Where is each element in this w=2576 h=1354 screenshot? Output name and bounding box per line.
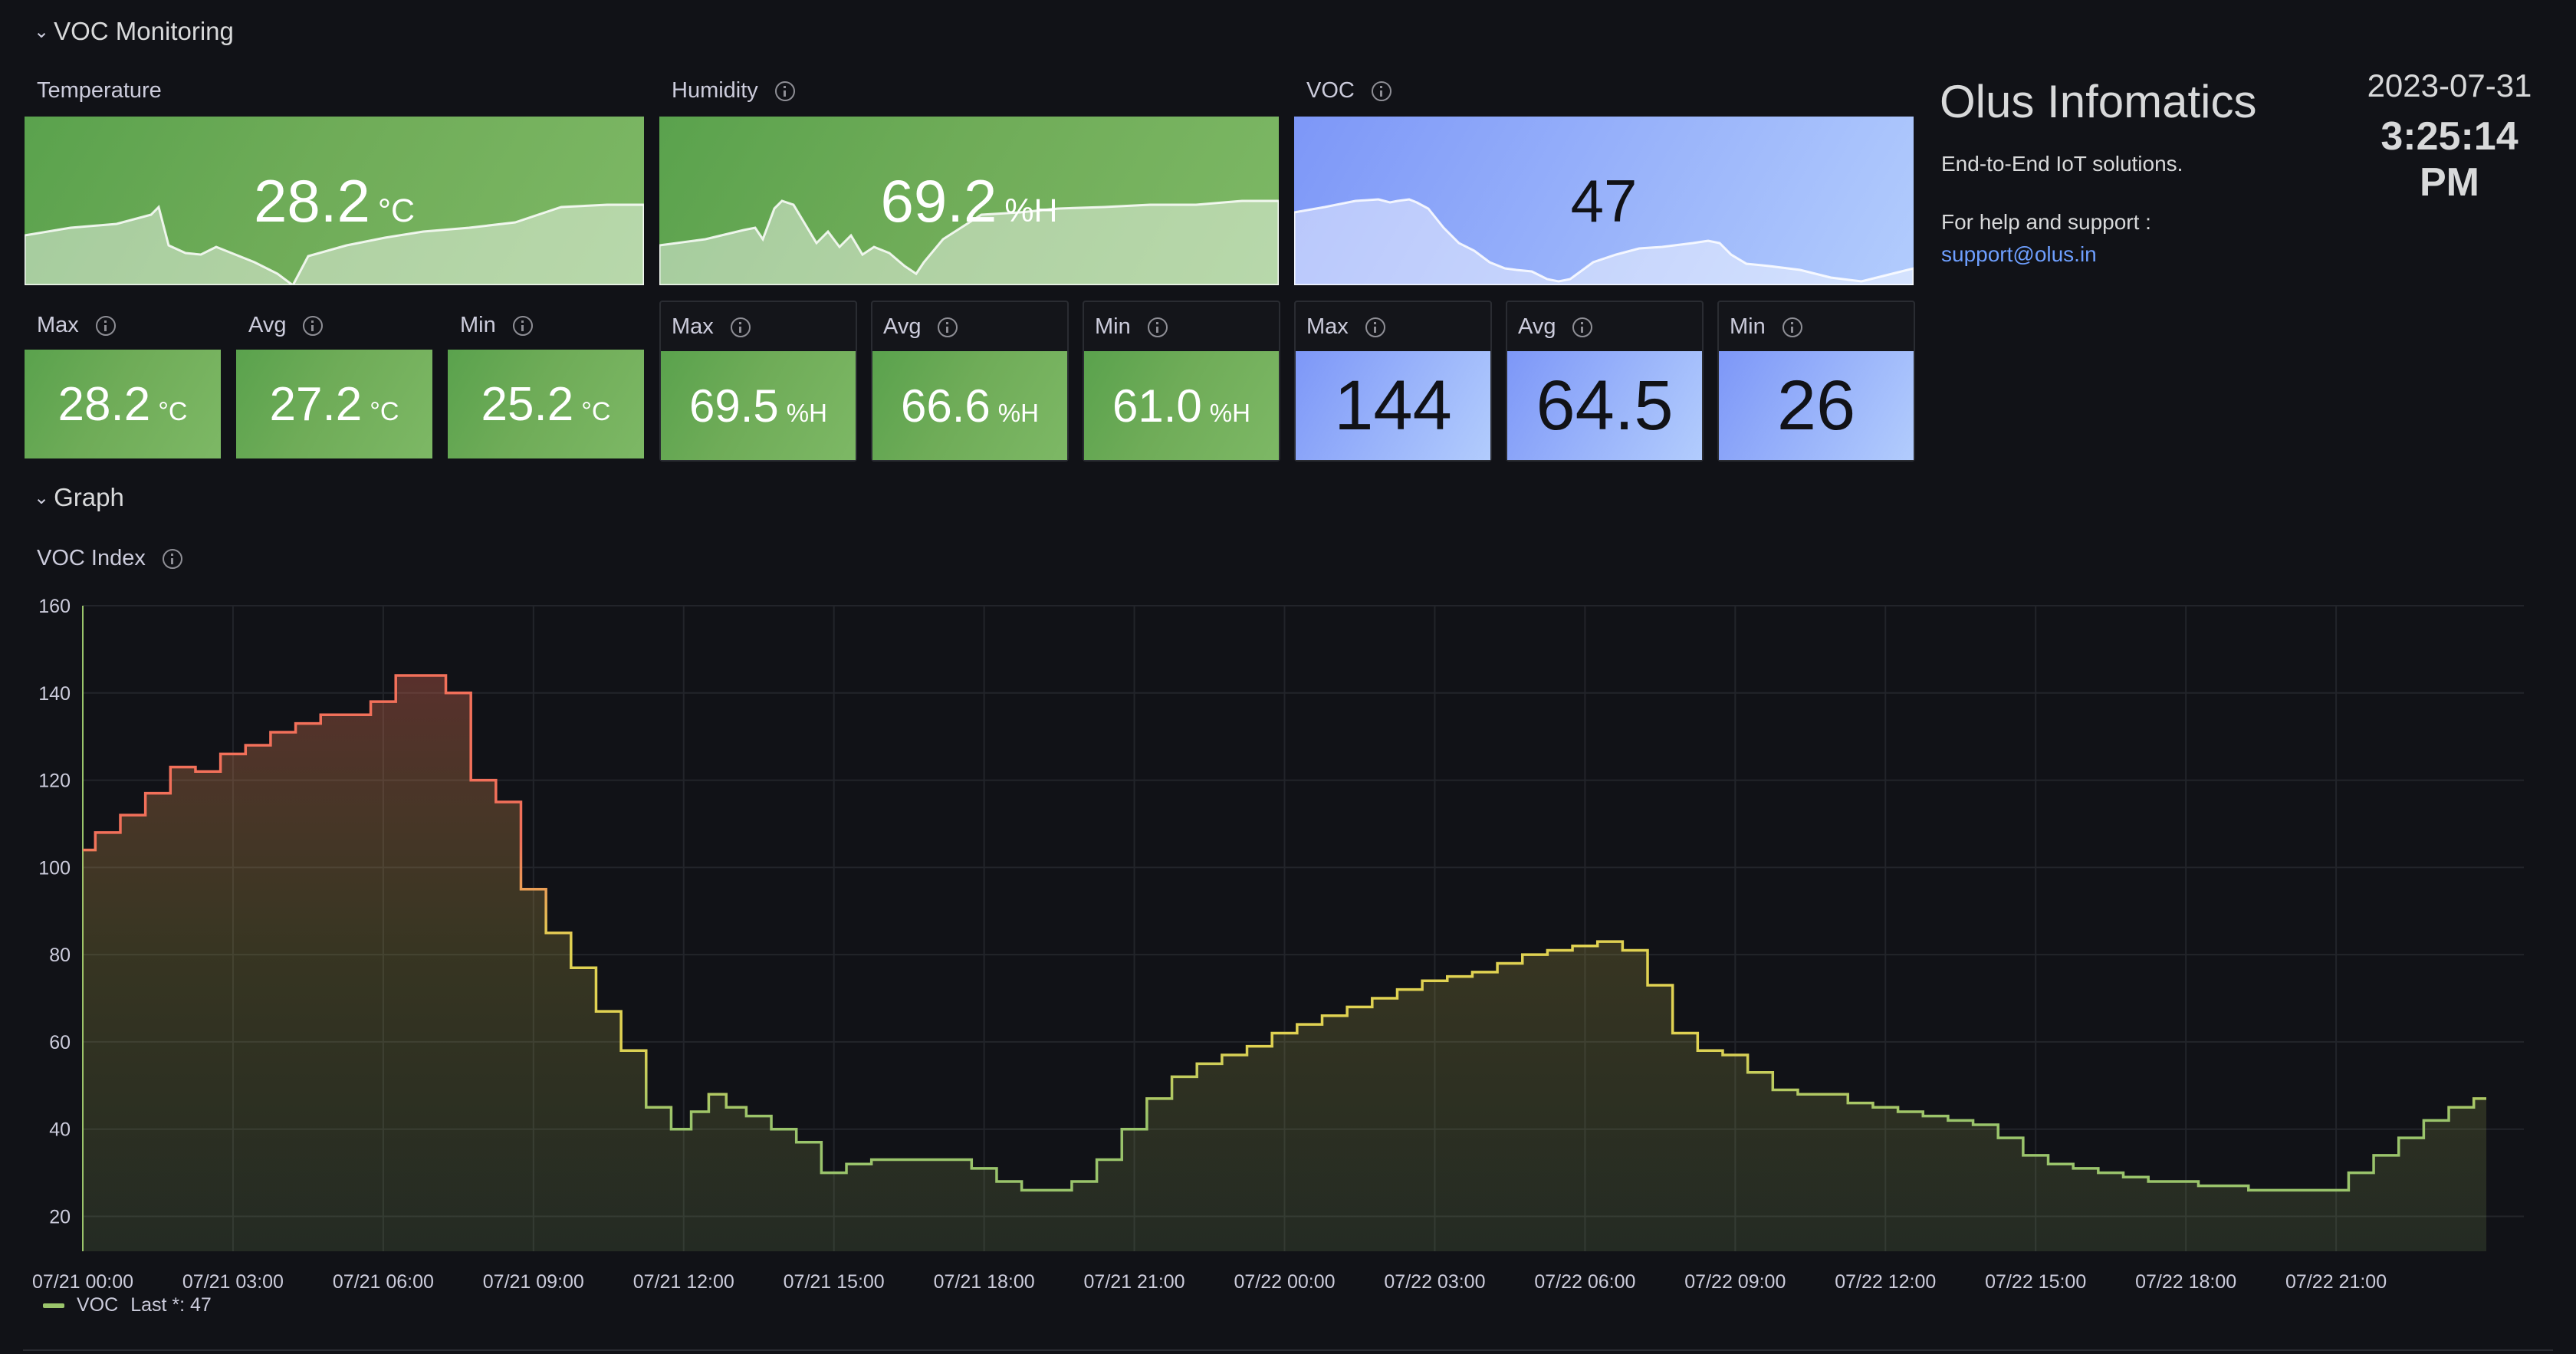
chart-title: VOC Index — [37, 546, 146, 570]
sparkline-area — [1294, 198, 1914, 285]
label-voc-max: Max — [1306, 314, 1385, 340]
voc-series-line — [83, 674, 2487, 1192]
divider — [23, 1349, 2553, 1351]
y-tick-label: 120 — [38, 771, 71, 792]
voc-value: 47 — [1570, 166, 1638, 235]
info-icon[interactable] — [938, 317, 958, 337]
sparkline-area — [25, 203, 644, 285]
stat-voc-min[interactable]: 26 — [1719, 351, 1914, 460]
y-axis: 20 40 60 80 100 120 140 160 — [38, 596, 84, 1251]
panel-title-voc: VOC — [1306, 78, 1392, 104]
stat-voc-avg[interactable]: 64.5 — [1507, 351, 1702, 460]
y-tick-label: 140 — [38, 683, 71, 705]
legend-series-name: VOC — [77, 1294, 119, 1316]
y-tick-label: 160 — [38, 596, 71, 617]
clock-time-value: 3:25:14 — [2380, 114, 2518, 159]
temperature-sparkline — [25, 203, 644, 285]
label-humidity-max: Max — [672, 314, 751, 340]
company-name: Olus Infomatics — [1940, 76, 2257, 127]
x-tick-label: 07/22 21:00 — [2285, 1271, 2387, 1293]
stat-voc-max[interactable]: 144 — [1296, 351, 1490, 460]
y-tick-label: 20 — [49, 1206, 71, 1227]
row-title: Graph — [54, 483, 124, 511]
x-tick-label: 07/22 18:00 — [2135, 1271, 2236, 1293]
row-toggle-graph[interactable]: ⌄ Graph — [34, 483, 124, 512]
voc-sparkline — [1294, 198, 1914, 285]
x-tick-label: 07/22 09:00 — [1684, 1271, 1786, 1293]
y-tick-label: 80 — [49, 945, 71, 966]
panel-title-text: VOC — [1306, 78, 1355, 103]
info-icon[interactable] — [730, 317, 751, 337]
x-tick-label: 07/22 06:00 — [1534, 1271, 1635, 1293]
row-toggle-voc-monitoring[interactable]: ⌄ VOC Monitoring — [34, 17, 234, 46]
x-tick-label: 07/21 15:00 — [784, 1271, 885, 1293]
info-icon[interactable] — [1782, 317, 1802, 337]
stat-humidity-avg[interactable]: 66.6 %H — [872, 351, 1067, 460]
stat-voc[interactable]: 47 — [1294, 117, 1914, 285]
info-icon[interactable] — [774, 81, 795, 101]
info-icon[interactable] — [1365, 317, 1385, 337]
legend-swatch — [43, 1303, 64, 1308]
clock-time: 3:25:14 PM — [2361, 113, 2538, 205]
x-tick-label: 07/22 12:00 — [1835, 1271, 1936, 1293]
x-tick-label: 07/21 09:00 — [483, 1271, 584, 1293]
chevron-down-icon: ⌄ — [34, 487, 50, 508]
panel-title-humidity: Humidity — [672, 78, 795, 104]
humidity-value: 69.2 %H — [880, 166, 1058, 235]
label-temperature-max: Max — [37, 313, 116, 338]
panel-title-text: Humidity — [672, 78, 758, 103]
x-tick-label: 07/22 15:00 — [1985, 1271, 2086, 1293]
info-icon[interactable] — [162, 548, 182, 569]
label-temperature-avg: Avg — [248, 313, 324, 338]
x-tick-label: 07/21 18:00 — [934, 1271, 1035, 1293]
support-email-link[interactable]: support@olus.in — [1941, 242, 2097, 266]
x-tick-label: 07/21 21:00 — [1084, 1271, 1185, 1293]
support-label: For help and support : — [1941, 210, 2151, 234]
x-tick-label: 07/21 06:00 — [333, 1271, 434, 1293]
info-icon[interactable] — [303, 315, 324, 336]
x-tick-label: 07/22 00:00 — [1234, 1271, 1335, 1293]
voc-index-chart[interactable]: 20 40 60 80 100 120 140 160 07/21 00:00 07/21 03… — [0, 583, 2576, 1296]
stat-temperature-min[interactable]: 25.2 °C — [448, 350, 644, 458]
y-tick-label: 100 — [38, 857, 71, 879]
label-voc-min: Min — [1730, 314, 1802, 340]
x-tick-label: 07/21 12:00 — [633, 1271, 734, 1293]
panel-title-voc-index: VOC Index — [37, 546, 182, 571]
stat-humidity-max[interactable]: 69.5 %H — [661, 351, 856, 460]
label-voc-avg: Avg — [1518, 314, 1593, 340]
clock-ampm: PM — [2420, 160, 2479, 205]
label-temperature-min: Min — [460, 313, 533, 338]
clock-date: 2023-07-31 — [2367, 67, 2532, 104]
info-icon[interactable] — [95, 315, 116, 336]
info-icon[interactable] — [512, 315, 533, 336]
x-tick-label: 07/22 03:00 — [1384, 1271, 1485, 1293]
chevron-down-icon: ⌄ — [34, 21, 50, 42]
sparkline-area — [659, 199, 1279, 285]
temperature-value: 28.2 °C — [254, 166, 415, 235]
stat-temperature-max[interactable]: 28.2 °C — [25, 350, 221, 458]
stat-temperature-avg[interactable]: 27.2 °C — [236, 350, 432, 458]
info-icon[interactable] — [1572, 317, 1593, 337]
x-tick-label: 07/21 03:00 — [182, 1271, 284, 1293]
y-tick-label: 40 — [49, 1119, 71, 1141]
legend-series-last: Last *: 47 — [130, 1294, 212, 1316]
chart-legend[interactable]: VOC Last *: 47 — [43, 1294, 212, 1316]
info-icon[interactable] — [1147, 317, 1168, 337]
stat-humidity-min[interactable]: 61.0 %H — [1084, 351, 1279, 460]
panel-title-text: Temperature — [37, 78, 162, 103]
stat-temperature[interactable]: 28.2 °C — [25, 117, 644, 285]
info-icon[interactable] — [1371, 81, 1392, 101]
stat-humidity[interactable]: 69.2 %H — [659, 117, 1279, 285]
y-tick-label: 60 — [49, 1032, 71, 1053]
label-humidity-avg: Avg — [883, 314, 958, 340]
x-axis: 07/21 00:00 07/21 03:00 07/21 06:00 07/21 0… — [32, 1271, 2387, 1293]
row-title: VOC Monitoring — [54, 17, 234, 45]
humidity-sparkline — [659, 199, 1279, 285]
x-tick-label: 07/21 00:00 — [32, 1271, 133, 1293]
company-tagline: End-to-End IoT solutions. — [1941, 152, 2183, 176]
label-humidity-min: Min — [1095, 314, 1168, 340]
panel-title-temperature: Temperature — [37, 78, 162, 104]
